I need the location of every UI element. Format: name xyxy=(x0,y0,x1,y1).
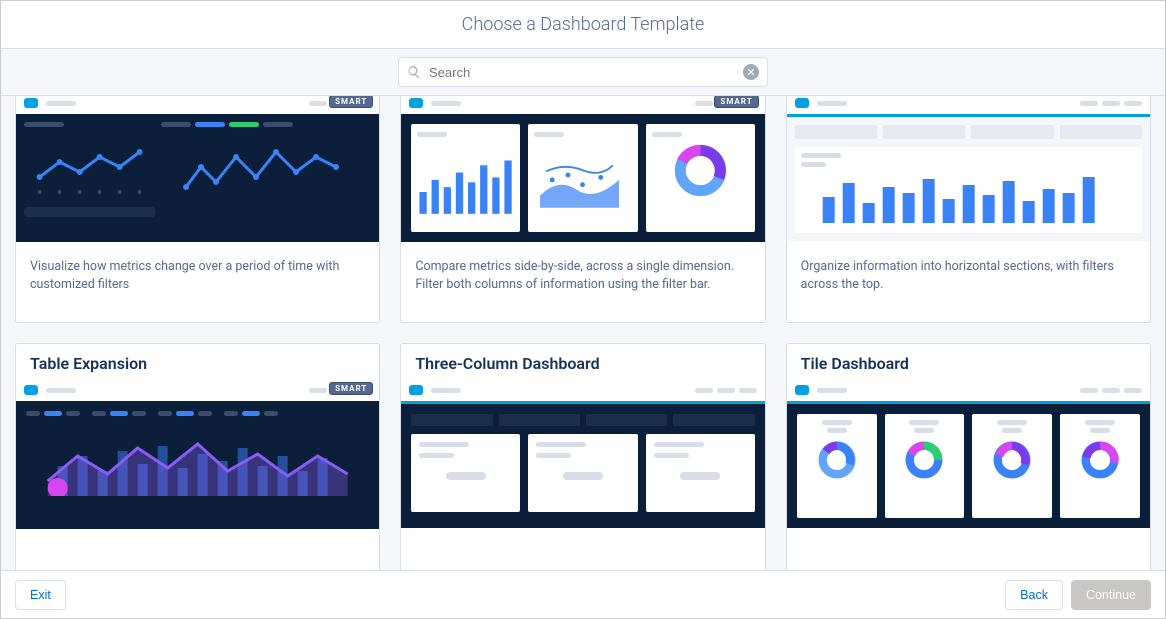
template-grid: Metrics Trend SMART xyxy=(15,96,1151,570)
search-input[interactable] xyxy=(421,65,743,80)
template-grid-scroll[interactable]: Metrics Trend SMART xyxy=(1,96,1165,570)
card-description xyxy=(16,529,379,570)
template-card-performance-summary[interactable]: Performance Summary SMART xyxy=(400,96,765,323)
template-card-summary-dashboard[interactable]: Summary Dashboard xyxy=(786,96,1151,323)
back-button[interactable]: Back xyxy=(1005,580,1063,610)
smart-badge: SMART xyxy=(329,96,373,108)
search-icon xyxy=(407,65,421,79)
modal-title: Choose a Dashboard Template xyxy=(462,14,705,35)
search-field-wrap[interactable]: ✕ xyxy=(398,57,768,87)
card-preview xyxy=(787,96,1150,242)
template-card-metrics-trend[interactable]: Metrics Trend SMART xyxy=(15,96,380,323)
card-description xyxy=(787,529,1150,570)
cloud-icon xyxy=(795,385,809,395)
cloud-icon xyxy=(409,98,423,108)
card-preview xyxy=(787,379,1150,529)
card-description xyxy=(401,529,764,570)
card-preview: SMART xyxy=(401,96,764,242)
card-description: Compare metrics side-by-side, across a s… xyxy=(401,242,764,322)
cloud-icon xyxy=(409,385,423,395)
cloud-icon xyxy=(24,385,38,395)
modal-header: Choose a Dashboard Template xyxy=(1,1,1165,49)
card-preview xyxy=(401,379,764,529)
cloud-icon xyxy=(795,98,809,108)
card-title: Table Expansion xyxy=(16,344,379,379)
modal-footer: Exit Back Continue xyxy=(1,570,1165,618)
card-description: Organize information into horizontal sec… xyxy=(787,242,1150,322)
smart-badge: SMART xyxy=(329,382,373,395)
template-card-tile-dashboard[interactable]: Tile Dashboard xyxy=(786,343,1151,570)
card-preview: SMART xyxy=(16,379,379,529)
cloud-icon xyxy=(24,98,38,108)
template-card-table-expansion[interactable]: Table Expansion SMART xyxy=(15,343,380,570)
clear-search-icon[interactable]: ✕ xyxy=(743,64,759,80)
smart-badge: SMART xyxy=(714,96,758,108)
card-title: Three-Column Dashboard xyxy=(401,344,764,379)
search-row: ✕ xyxy=(1,49,1165,96)
card-description: Visualize how metrics change over a peri… xyxy=(16,242,379,322)
template-card-three-column[interactable]: Three-Column Dashboard xyxy=(400,343,765,570)
continue-button[interactable]: Continue xyxy=(1071,580,1151,610)
exit-button[interactable]: Exit xyxy=(15,580,66,610)
card-preview: SMART xyxy=(16,96,379,242)
card-title: Tile Dashboard xyxy=(787,344,1150,379)
